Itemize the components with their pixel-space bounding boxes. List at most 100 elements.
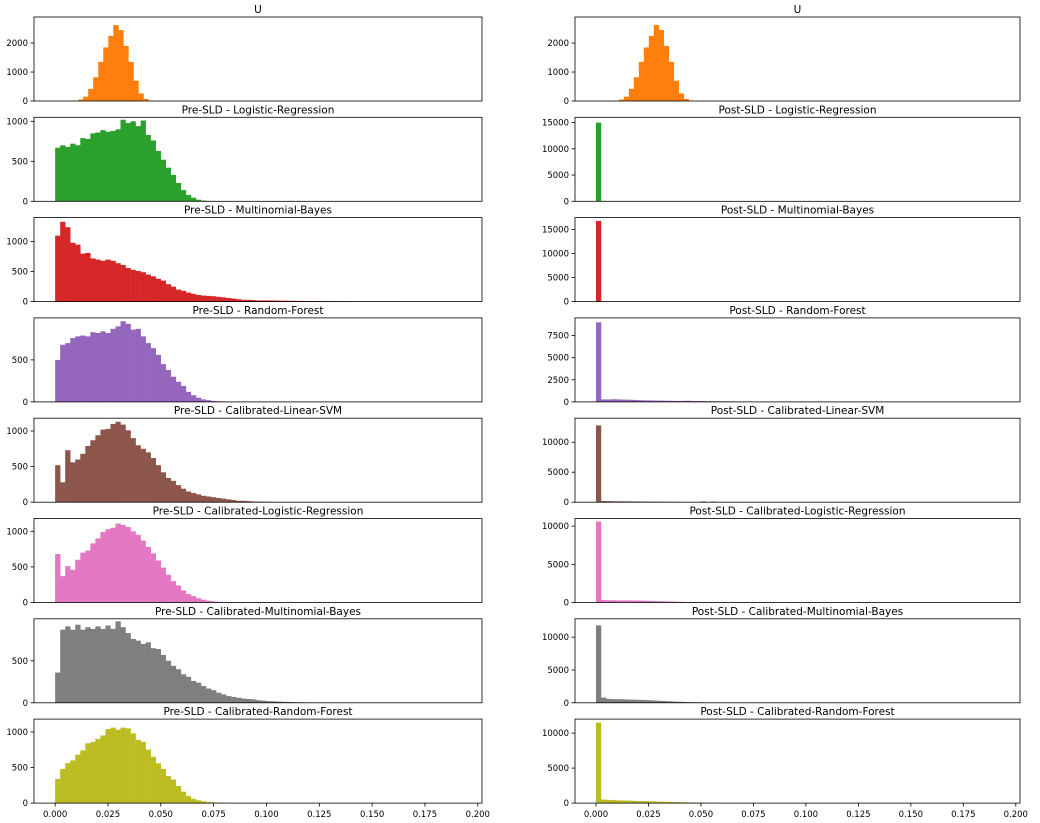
left-panel-7-title: Pre-SLD - Calibrated-Multinomial-Bayes: [155, 606, 361, 618]
right-panel-1-bar: [638, 61, 645, 101]
right-panel-5-frame: [574, 417, 1021, 503]
left-panel-4-bar: [185, 391, 192, 402]
left-panel-6-bar: [115, 523, 121, 603]
left-panel-2-bar: [80, 138, 86, 202]
left-panel-7-bar: [150, 648, 156, 703]
left-panel-3-bar: [246, 299, 252, 302]
left-panel-1-bar: [133, 80, 139, 101]
left-panel-5-bar: [185, 491, 192, 503]
left-panel-5-bar: [155, 465, 161, 503]
left-panel-8-bar: [60, 768, 66, 804]
left-panel-8-xtick-label: 0.075: [201, 810, 225, 820]
left-panel-8-bar: [160, 768, 167, 804]
left-panel-7-bar: [60, 629, 66, 703]
left-panel-6-bar: [175, 585, 182, 603]
left-panel-6-bar: [165, 574, 172, 603]
right-panel-4-bar: [595, 322, 602, 402]
left-panel-3-bar: [145, 274, 151, 302]
left-panel-8-bar: [165, 776, 172, 804]
right-panel-8-xtick-label: 0.175: [951, 810, 975, 820]
right-panel-8-xtick-label: 0.200: [1004, 810, 1028, 820]
left-panel-7-bar: [226, 696, 232, 703]
left-panel-8-xtick-label: 0.025: [96, 810, 120, 820]
left-panel-2-bar: [155, 150, 161, 202]
left-panel-8-bar: [206, 802, 212, 804]
left-panel-2-bar: [175, 182, 182, 202]
right-panel-6-frame: [574, 518, 1021, 603]
left-panel-1-bar: [118, 30, 124, 102]
right-panel-5-ytick-label: 10000: [542, 438, 569, 448]
left-panel-1-bar: [108, 35, 114, 101]
left-panel-6-bar: [100, 532, 106, 603]
left-panel-8-ytick-label: 500: [12, 764, 28, 774]
left-panel-5-bar: [65, 450, 71, 503]
left-panel-6-bar: [130, 531, 136, 603]
left-panel-2-bar: [185, 194, 192, 202]
left-panel-4-bar: [190, 395, 197, 402]
left-panel-5-bar: [170, 480, 177, 503]
left-panel-4-bar: [125, 323, 131, 402]
right-panel-3-ytick-label: 5000: [547, 274, 569, 284]
left-panel-8-bar: [105, 729, 111, 804]
right-panel-1-bar: [663, 45, 670, 101]
left-panel-1-bar: [138, 93, 144, 101]
right-panel-6-bar: [610, 600, 617, 603]
left-panel-4-bar: [150, 348, 156, 402]
left-panel-5-bar: [211, 497, 217, 503]
right-panel-4-bar: [610, 399, 617, 402]
left-panel-8-xtick-label: 0.150: [360, 810, 384, 820]
left-panel-7-bar: [231, 696, 237, 703]
right-panel-2-ytick-label: 5000: [547, 171, 569, 181]
left-panel-6-bar: [110, 527, 116, 603]
right-panel-7-bar: [595, 625, 602, 703]
left-panel-7-bar: [125, 633, 131, 703]
left-panel-5-bar: [160, 472, 167, 503]
right-panel-8-bar: [670, 801, 677, 804]
left-panel-5-bar: [55, 465, 61, 503]
left-panel-1-bar: [98, 61, 104, 101]
left-panel-5-bar: [115, 421, 121, 503]
left-panel-7-bar: [221, 694, 227, 703]
left-panel-6-bar: [65, 566, 71, 603]
left-panel-5-ytick-label: 1000: [6, 427, 28, 437]
left-panel-3-ytick-label: 500: [12, 268, 28, 278]
left-panel-3-bar: [120, 265, 126, 302]
left-panel-5-bar: [135, 445, 141, 503]
right-panel-7-bar: [625, 699, 632, 703]
left-panel-5-bar: [90, 440, 96, 503]
left-panel-4-ytick-label: 0: [23, 398, 28, 408]
left-panel-5-bar: [221, 498, 227, 503]
left-panel-2-bar: [55, 147, 61, 202]
left-panel-2-bar: [195, 199, 202, 202]
left-panel-5-frame: [33, 417, 483, 503]
left-panel-2-bar: [140, 120, 146, 202]
left-panel-3-bar: [256, 300, 262, 302]
left-panel-1-ytick-label: 2000: [6, 39, 28, 49]
right-panel-8-bar: [625, 800, 632, 804]
right-panel-6-title: Post-SLD - Calibrated-Logistic-Regressio…: [689, 506, 905, 518]
left-panel-6-bar: [90, 543, 96, 603]
right-panel-1-bar: [633, 77, 640, 101]
left-panel-4-bar: [130, 329, 136, 402]
left-panel-7-bar: [251, 699, 257, 703]
left-panel-8-xtick-label: 0.200: [466, 810, 490, 820]
left-panel-3-ytick-label: 0: [23, 298, 28, 308]
left-panel-3-bar: [155, 278, 161, 302]
right-panel-7-bar: [680, 701, 687, 703]
left-panel-5-bar: [70, 462, 76, 503]
left-panel-5-bar: [175, 485, 182, 503]
right-panel-7-bar: [675, 701, 682, 703]
left-panel-6-bar: [170, 581, 177, 603]
right-panel-8-bar: [595, 722, 602, 804]
right-panel-2-ytick-label: 15000: [542, 119, 569, 129]
left-panel-6-bar: [211, 601, 217, 603]
left-panel-3-bar: [206, 295, 212, 302]
right-panel-4-bar: [645, 400, 652, 402]
left-panel-4-bar: [105, 333, 111, 402]
right-panel-7-bar: [600, 697, 607, 703]
right-panel-5-bar: [595, 425, 602, 503]
left-panel-8-bar: [150, 756, 156, 804]
left-panel-3-bar: [105, 259, 111, 302]
left-panel-1-bar: [113, 25, 119, 101]
left-panel-7-bar: [105, 625, 111, 703]
